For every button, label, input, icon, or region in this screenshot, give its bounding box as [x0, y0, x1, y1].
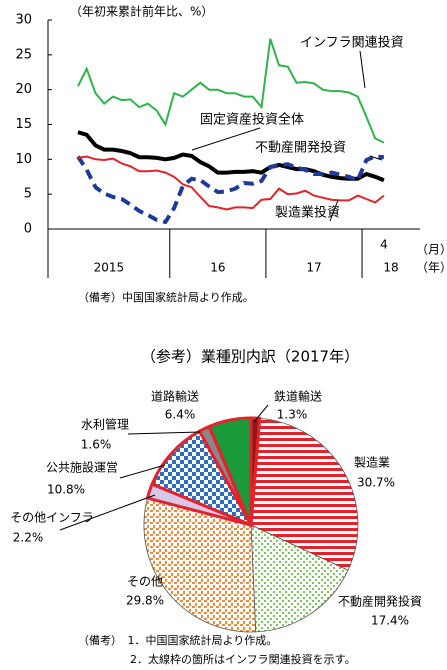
leader-line: [127, 431, 201, 435]
slice-label: 製造業: [354, 456, 390, 470]
y-tick-label: 30: [15, 13, 32, 28]
series-label: 製造業投資: [275, 205, 340, 221]
slice-label: 水利管理: [81, 417, 129, 432]
x-tick-label: 4: [380, 238, 388, 252]
label-arrow: [329, 199, 339, 222]
year-label: 2015: [94, 261, 125, 275]
year-unit: （年）: [416, 261, 447, 275]
month-unit: （月）: [416, 243, 447, 257]
year-label: 16: [210, 261, 225, 275]
series-line: [77, 155, 385, 211]
slice-label: 道路輸送: [151, 389, 199, 404]
label-arrow: [369, 155, 383, 161]
slice-value: 10.8%: [47, 483, 85, 497]
slice-label: その他: [127, 575, 163, 589]
series-line: [76, 154, 385, 225]
slice-label: 不動産開発投資: [338, 594, 422, 609]
slice-value: 1.3%: [277, 408, 308, 422]
series-line: [77, 130, 385, 183]
series-line: [77, 38, 385, 144]
slice-label: 鉄道輸送: [274, 389, 322, 404]
y-tick-label: 25: [15, 47, 32, 62]
slice-value: 29.8%: [126, 594, 164, 608]
year-label: 18: [383, 261, 398, 275]
y-axis-label: （年初来累計前年比、%）: [70, 4, 213, 19]
note: （備考）中国国家統計局より作成。: [78, 290, 254, 304]
slice-value: 6.4%: [165, 408, 196, 422]
slice-value: 30.7%: [357, 476, 395, 490]
label-arrow: [359, 50, 366, 89]
series-label: 不動産開発投資: [255, 140, 346, 156]
pie-slice: [143, 497, 257, 633]
y-tick-label: 10: [15, 152, 32, 167]
y-tick-label: 0: [24, 222, 32, 237]
year-label: 17: [306, 261, 321, 275]
leader-line: [59, 494, 156, 531]
y-tick-label: 15: [15, 117, 32, 132]
pie-slice: [250, 524, 349, 633]
slice-label: 公共施設運営: [46, 460, 118, 475]
slice-value: 1.6%: [81, 438, 112, 452]
pie-slice: [250, 417, 359, 571]
note: （備考） 1．中国国家統計局より作成。: [78, 633, 277, 647]
leader-line: [253, 404, 269, 423]
y-tick-label: 20: [15, 82, 32, 97]
label-arrow: [191, 127, 261, 151]
slice-value: 2.2%: [13, 531, 44, 545]
y-tick-label: 5: [24, 187, 32, 202]
slice-outline: [207, 416, 253, 526]
note: 2．太線枠の箇所はインフラ関連投資を示す。: [130, 652, 356, 666]
series-label: 固定資産投資全体: [200, 112, 304, 128]
leader-line: [119, 464, 166, 479]
slice-value: 17.4%: [371, 614, 409, 628]
series-label: インフラ関連投資: [300, 35, 404, 51]
pie-title: （参考）業種別内訳（2017年）: [141, 348, 359, 366]
slice-label: その他インフラ: [10, 511, 94, 525]
